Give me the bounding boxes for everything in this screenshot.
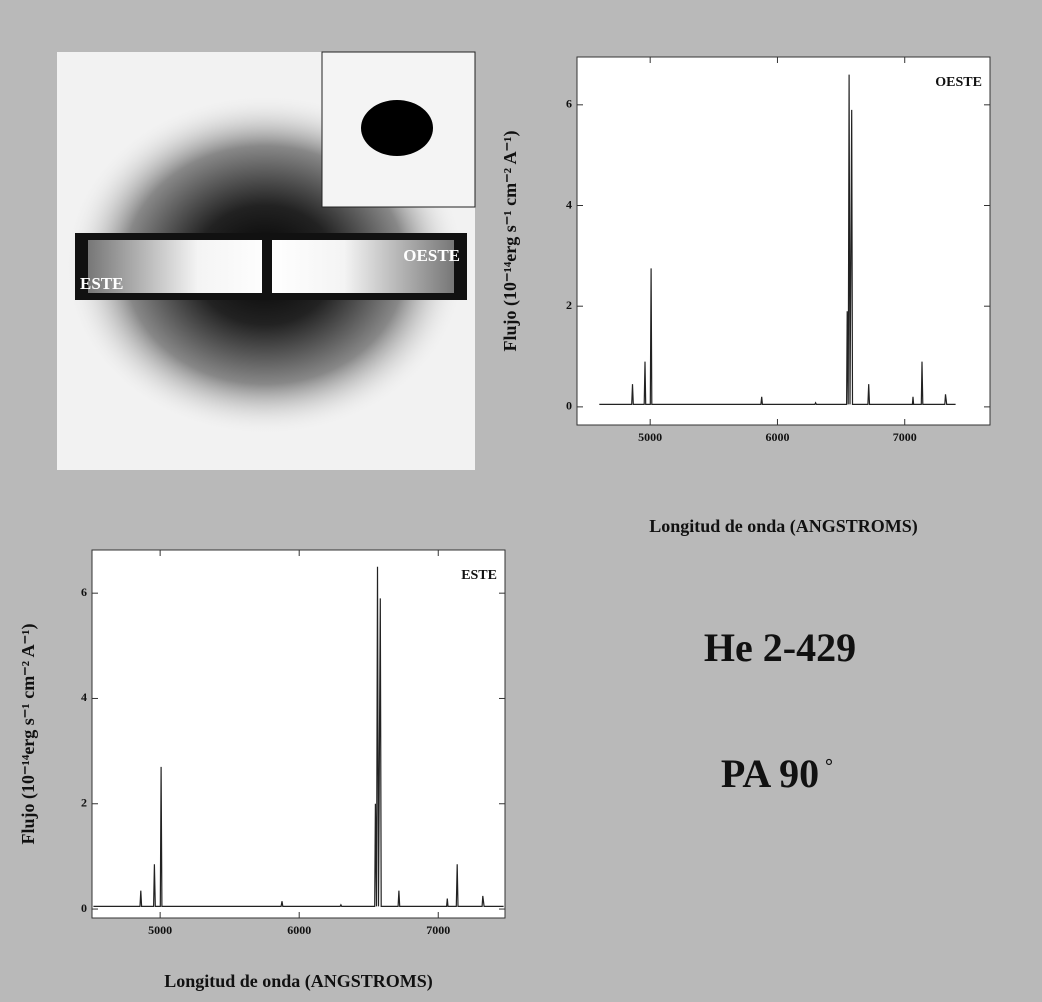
spectrum-line [93, 566, 504, 907]
position-angle: PA 90 [721, 751, 819, 796]
y-tick-label: 2 [566, 298, 572, 312]
y-tick-label: 0 [81, 901, 87, 915]
x-tick-label: 6000 [287, 923, 311, 937]
y-axis-label: Flujo (10⁻¹⁴erg s⁻¹ cm⁻² A⁻¹) [500, 131, 521, 352]
y-axis-label: Flujo (10⁻¹⁴erg s⁻¹ cm⁻² A⁻¹) [18, 624, 39, 845]
image-label: ESTE [80, 274, 123, 293]
chart-label: OESTE [935, 75, 982, 90]
plot-area [91, 549, 506, 919]
spectrum-line [599, 74, 956, 405]
y-tick-label: 2 [81, 796, 87, 810]
y-tick-label: 4 [81, 690, 87, 704]
y-tick-label: 6 [566, 97, 572, 111]
x-tick-label: 5000 [638, 430, 662, 444]
y-tick-label: 6 [81, 585, 87, 599]
x-tick-label: 7000 [893, 430, 917, 444]
object-name: He 2-429 [704, 625, 856, 670]
x-tick-label: 5000 [148, 923, 172, 937]
x-tick-label: 6000 [765, 430, 789, 444]
chart-label: ESTE [461, 568, 497, 583]
nebula-image: ESTE OESTE [57, 51, 476, 470]
plot-area [576, 56, 991, 426]
degree-sign: ° [825, 756, 833, 778]
image-label: OESTE [403, 246, 460, 265]
x-axis-label: Longitud de onda (ANGSTROMS) [649, 516, 918, 537]
y-tick-label: 0 [566, 399, 572, 413]
y-tick-label: 4 [566, 197, 572, 211]
x-axis-label: Longitud de onda (ANGSTROMS) [164, 971, 433, 992]
x-tick-label: 7000 [426, 923, 450, 937]
